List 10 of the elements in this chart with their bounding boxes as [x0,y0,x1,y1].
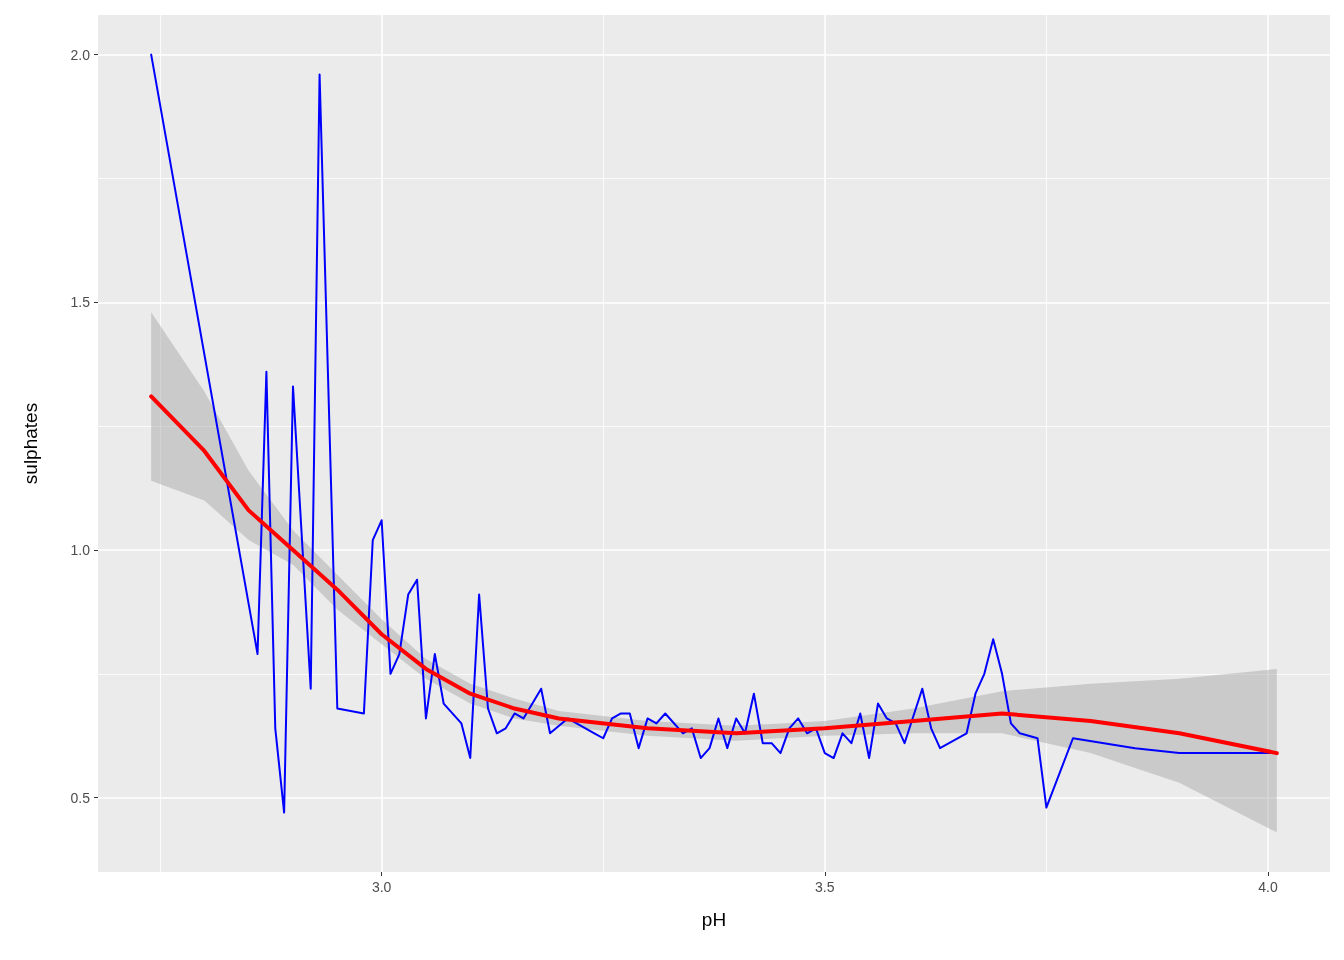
y-tick-label: 2.0 [70,46,91,63]
x-tick-label: 3.5 [815,879,835,895]
y-axis-title: sulphates [20,402,41,485]
y-tick-label: 1.0 [70,542,91,559]
x-axis-title: pH [701,909,727,930]
line-series [149,394,1279,756]
x-tick-label: 3.0 [371,879,392,895]
y-tick-label: 1.5 [70,294,91,311]
y-tick-label: 0.5 [70,789,91,806]
x-tick-label: 4.0 [1258,879,1278,895]
